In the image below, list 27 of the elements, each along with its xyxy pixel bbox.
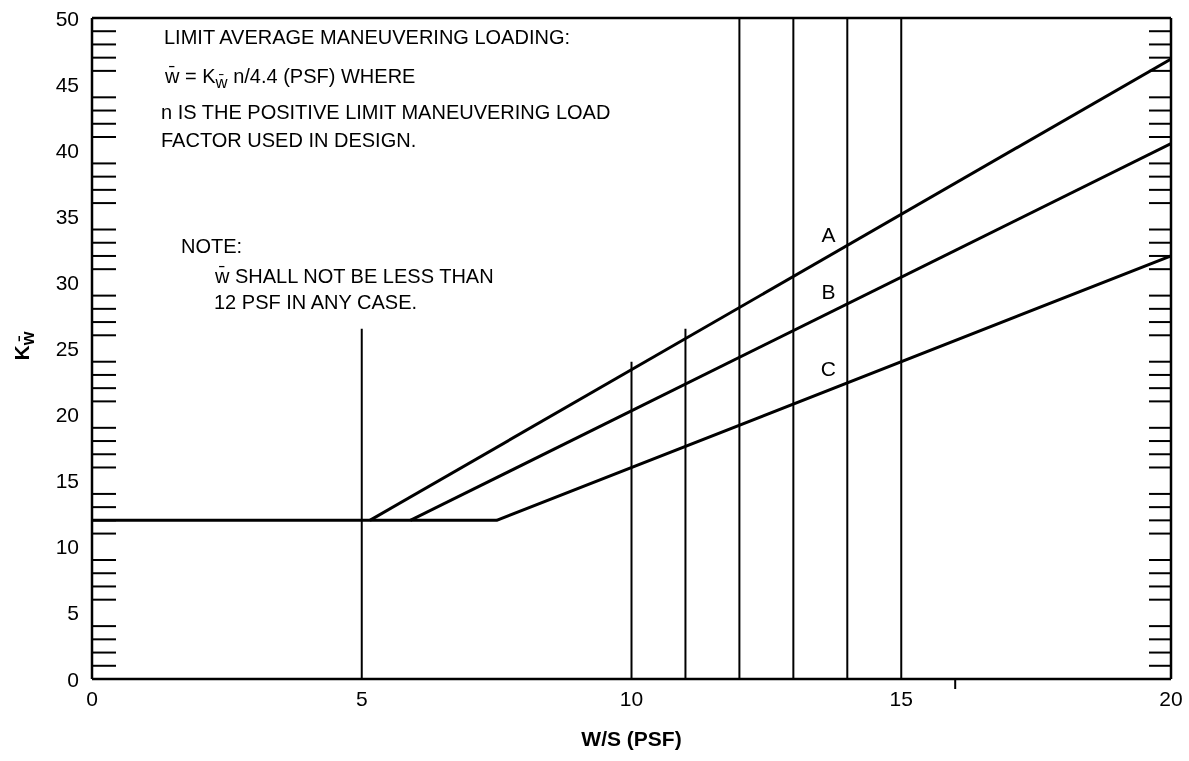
- y-tick-label: 20: [55, 403, 79, 427]
- y-tick-label: 45: [55, 72, 79, 96]
- x-tick-label: 0: [86, 687, 98, 710]
- y-tick-label: 5: [67, 601, 79, 625]
- y-tick-label: 35: [55, 204, 79, 228]
- y-tick-label: 10: [55, 535, 79, 559]
- y-tick-label: 15: [55, 469, 79, 493]
- x-tick-label: 15: [889, 687, 913, 710]
- y-tick-label: 0: [67, 667, 79, 691]
- annotation: LIMIT AVERAGE MANEUVERING LOADING:: [164, 26, 571, 48]
- y-tick-label: 25: [55, 337, 79, 361]
- annotation: NOTE:: [181, 235, 243, 257]
- series-label: C: [820, 356, 836, 380]
- series-label: B: [821, 279, 836, 303]
- series-label: A: [821, 222, 836, 246]
- annotation: FACTOR USED IN DESIGN.: [161, 129, 417, 151]
- x-tick-label: 5: [355, 687, 368, 710]
- annotation: n IS THE POSITIVE LIMIT MANEUVERING LOAD: [161, 101, 611, 123]
- x-tick-label: 10: [619, 687, 644, 710]
- annotation: w̄ = K$_{w̄}$ n/4.4 (PSF) WHERE: [165, 65, 416, 92]
- y-tick-label: 40: [55, 138, 79, 162]
- x-axis-title: W/S (PSF): [581, 726, 682, 750]
- annotation: 12 PSF IN ANY CASE.: [214, 291, 418, 313]
- y-tick-label: 50: [55, 6, 79, 30]
- annotation: w̄ SHALL NOT BE LESS THAN: [215, 265, 494, 287]
- x-tick-label: 20: [1159, 687, 1183, 710]
- y-tick-label: 30: [55, 270, 79, 294]
